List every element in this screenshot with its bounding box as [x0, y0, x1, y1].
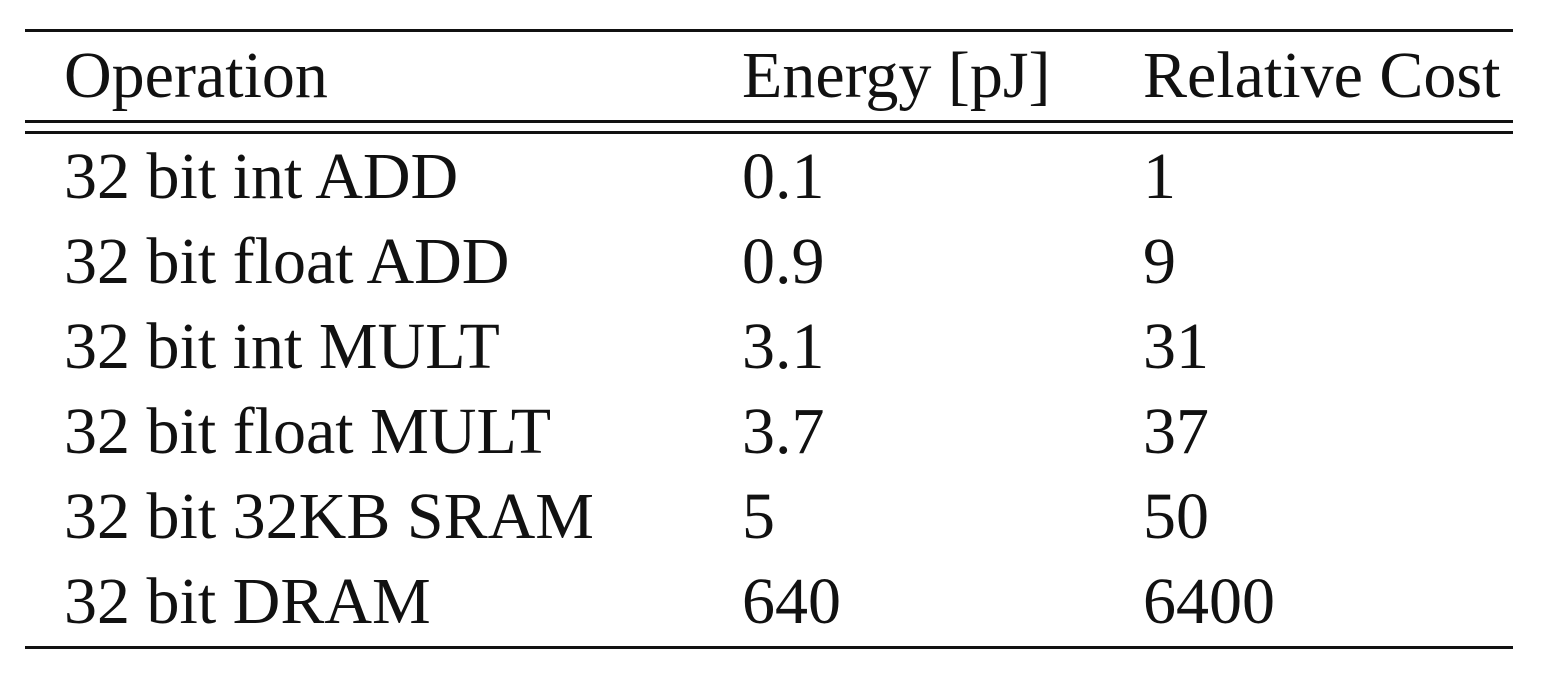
header-rule-upper: [25, 120, 1513, 123]
cell-relative-cost: 6400: [1143, 564, 1275, 638]
table-row: 32 bit 32KB SRAM 5 50: [25, 474, 1513, 559]
cell-energy: 0.1: [742, 139, 825, 213]
cell-relative-cost: 9: [1143, 224, 1176, 298]
cell-operation: 32 bit int MULT: [64, 309, 500, 383]
table-row: 32 bit float MULT 3.7 37: [25, 389, 1513, 474]
cell-relative-cost: 37: [1143, 394, 1209, 468]
table-row: 32 bit int ADD 0.1 1: [25, 134, 1513, 219]
cell-energy: 5: [742, 479, 775, 553]
table-bottom-rule: [25, 646, 1513, 649]
header-energy: Energy [pJ]: [742, 39, 1051, 112]
cell-relative-cost: 31: [1143, 309, 1209, 383]
table-row: 32 bit int MULT 3.1 31: [25, 304, 1513, 389]
cell-operation: 32 bit float ADD: [64, 224, 510, 298]
table-row: 32 bit DRAM 640 6400: [25, 559, 1513, 644]
header-rule-lower: [25, 131, 1513, 134]
table-row: 32 bit float ADD 0.9 9: [25, 219, 1513, 304]
cell-relative-cost: 1: [1143, 139, 1176, 213]
cell-operation: 32 bit DRAM: [64, 564, 431, 638]
cell-energy: 3.7: [742, 394, 825, 468]
header-row: Operation Energy [pJ] Relative Cost: [25, 32, 1513, 120]
cell-energy: 0.9: [742, 224, 825, 298]
cell-energy: 3.1: [742, 309, 825, 383]
table-header: Operation Energy [pJ] Relative Cost: [25, 32, 1513, 120]
header-operation: Operation: [64, 39, 328, 112]
cell-relative-cost: 50: [1143, 479, 1209, 553]
energy-table-body: 32 bit int ADD 0.1 1 32 bit float ADD 0.…: [25, 134, 1513, 644]
cell-operation: 32 bit float MULT: [64, 394, 552, 468]
cell-operation: 32 bit 32KB SRAM: [64, 479, 594, 553]
cell-energy: 640: [742, 564, 841, 638]
table-top-rule: [25, 29, 1513, 32]
cell-operation: 32 bit int ADD: [64, 139, 459, 213]
header-relative-cost: Relative Cost: [1143, 39, 1501, 112]
